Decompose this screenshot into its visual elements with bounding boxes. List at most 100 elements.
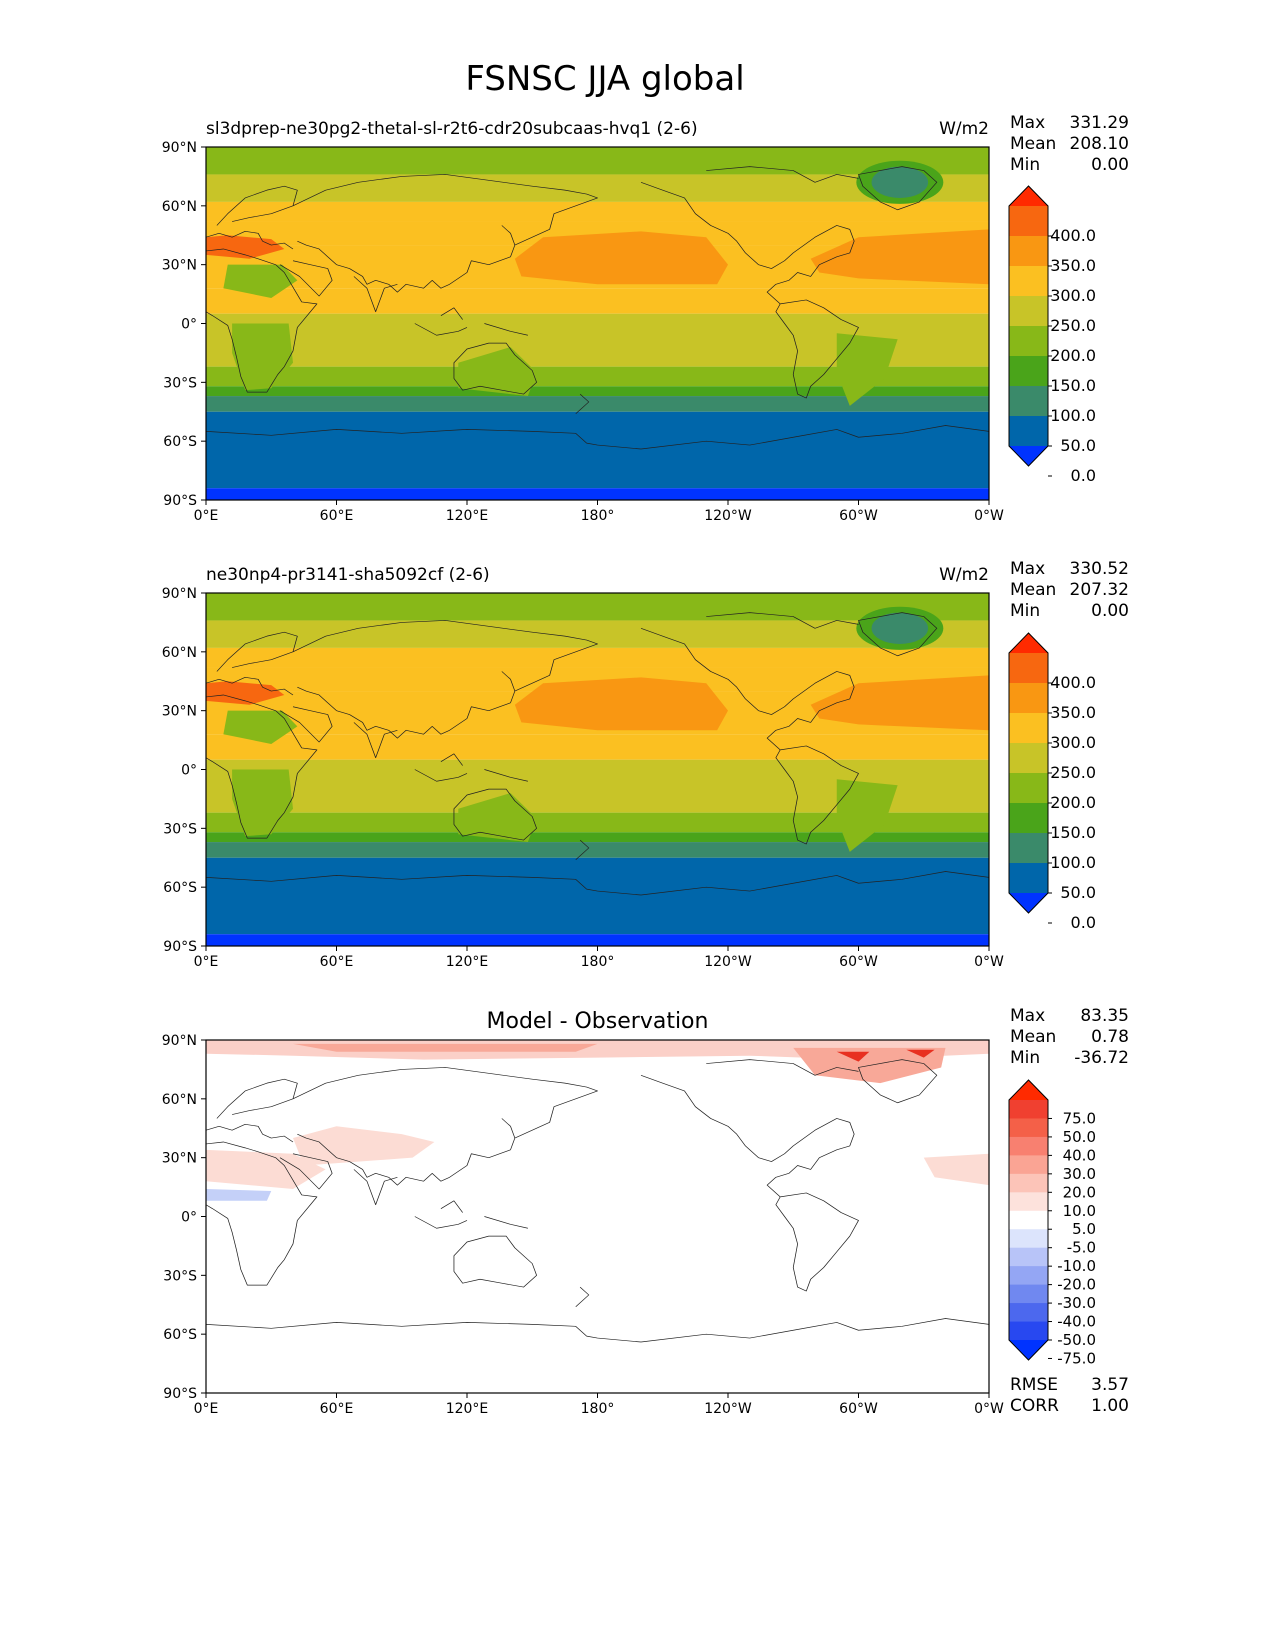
south-america-region — [836, 779, 898, 852]
y-tick-label: 30°S — [163, 375, 197, 391]
colorbar-tick-label: -10.0 — [1057, 1257, 1096, 1275]
stat-label: Max — [1010, 1006, 1045, 1026]
stat-value: 0.78 — [1091, 1027, 1129, 1047]
south-america-region — [836, 333, 898, 406]
y-tick-label: 90°S — [163, 939, 197, 955]
stat-label: Min — [1010, 1048, 1040, 1068]
colorbar-tick-label: 200.0 — [1050, 793, 1096, 812]
y-tick-label: 30°N — [162, 704, 197, 720]
colorbar-tick-label: 0.0 — [1071, 466, 1096, 485]
y-tick-label: 0° — [181, 1210, 197, 1226]
y-tick-label: 60°N — [162, 645, 197, 661]
stat-value: 83.35 — [1080, 1006, 1129, 1026]
colorbar-segment — [1009, 356, 1048, 387]
colorbar-segment — [1009, 206, 1048, 237]
colorbar-segment — [1009, 236, 1048, 267]
field-band — [206, 411, 989, 489]
field-band — [206, 396, 989, 412]
colorbar-tick-label: 10.0 — [1063, 1202, 1096, 1220]
x-tick-label: 0°E — [194, 954, 219, 970]
field-band — [206, 794, 989, 813]
sahara-anomaly-region — [206, 1149, 326, 1190]
colorbar-tick-label: 150.0 — [1050, 376, 1096, 395]
panel-title: ne30np4-pr3141-sha5092cf (2-6) — [206, 565, 490, 585]
stat-value: 330.52 — [1070, 559, 1129, 579]
rmse-value: 3.57 — [1091, 1375, 1129, 1395]
stat-label: Min — [1010, 155, 1040, 175]
asia-anomaly-region — [293, 1126, 435, 1166]
colorbar-extend-max — [1009, 186, 1048, 206]
x-tick-label: 60°W — [839, 954, 878, 970]
colorbar-tick-label: 350.0 — [1050, 703, 1096, 722]
colorbar-segment — [1009, 683, 1048, 714]
y-tick-label: 0° — [181, 317, 197, 333]
colorbar-extend-max — [1009, 1080, 1048, 1100]
greenland-ice-region — [871, 166, 929, 198]
atlantic-anomaly-region — [923, 1153, 989, 1186]
field-band — [206, 366, 989, 387]
colorbar-segment — [1009, 1192, 1048, 1212]
x-tick-label: 120°E — [446, 508, 489, 524]
colorbar-tick-label: -40.0 — [1057, 1313, 1096, 1331]
greenland-ice-region — [871, 612, 929, 644]
colorbar-segment — [1009, 1136, 1048, 1156]
mediterranean-region — [206, 681, 285, 705]
y-tick-label: 90°N — [162, 140, 197, 156]
y-tick-label: 60°N — [162, 199, 197, 215]
colorbar-tick-label: -20.0 — [1057, 1276, 1096, 1294]
sahara-region — [223, 710, 298, 745]
y-tick-label: 30°S — [163, 1268, 197, 1284]
north-pacific-high-region — [514, 231, 728, 285]
stat-label: Mean — [1010, 580, 1056, 600]
diff-background — [206, 1040, 989, 1393]
colorbar-extend-min — [1009, 1340, 1048, 1360]
colorbar-tick-label: 0.0 — [1071, 913, 1096, 932]
colorbar-segment — [1009, 743, 1048, 774]
x-tick-label: 120°W — [704, 508, 752, 524]
field-band — [206, 201, 989, 222]
stat-value: 208.10 — [1070, 134, 1129, 154]
colorbar-tick-label: -5.0 — [1067, 1239, 1096, 1257]
field-band — [206, 147, 989, 175]
x-tick-label: 60°W — [839, 508, 878, 524]
field-band — [206, 934, 989, 946]
y-tick-label: 90°S — [163, 1386, 197, 1402]
colorbar-tick-label: 350.0 — [1050, 256, 1096, 275]
colorbar-segment — [1009, 1229, 1048, 1249]
colorbar-segment — [1009, 1100, 1048, 1119]
colorbar-segment — [1009, 1210, 1048, 1230]
stat-label: Mean — [1010, 1027, 1056, 1047]
colorbar-tick-label: 40.0 — [1063, 1146, 1096, 1164]
stat-value: 0.00 — [1091, 601, 1129, 621]
colorbar-tick-label: 50.0 — [1060, 436, 1096, 455]
greenland-anomaly-peak — [906, 1049, 935, 1058]
colorbar-segment — [1009, 1155, 1048, 1175]
colorbar-segment — [1009, 1266, 1048, 1286]
north-atlantic-high-region — [810, 229, 989, 285]
colorbar-segment — [1009, 833, 1048, 864]
colorbar-segment — [1009, 713, 1048, 744]
colorbar-segment — [1009, 803, 1048, 834]
north-atlantic-high-region — [810, 675, 989, 731]
x-tick-label: 0°W — [974, 1401, 1004, 1417]
colorbar-tick-label: 100.0 — [1050, 853, 1096, 872]
x-tick-label: 180° — [581, 508, 615, 524]
stat-label: Min — [1010, 601, 1040, 621]
field-band — [206, 348, 989, 367]
y-tick-label: 90°S — [163, 493, 197, 509]
colorbar-segment — [1009, 1247, 1048, 1267]
colorbar-segment — [1009, 416, 1048, 447]
colorbar-tick-label: -30.0 — [1057, 1294, 1096, 1312]
south-africa-region — [232, 769, 293, 837]
x-tick-label: 0°W — [974, 508, 1004, 524]
y-tick-label: 60°S — [163, 1327, 197, 1343]
field-band — [206, 488, 989, 500]
y-tick-label: 30°S — [163, 821, 197, 837]
colorbar-tick-label: -50.0 — [1057, 1331, 1096, 1349]
colorbar-segment — [1009, 863, 1048, 894]
colorbar-tick-label: -75.0 — [1057, 1349, 1096, 1367]
colorbar-segment — [1009, 326, 1048, 357]
colorbar-segment — [1009, 653, 1048, 684]
stat-value: 207.32 — [1070, 580, 1129, 600]
colorbar-tick-label: 300.0 — [1050, 286, 1096, 305]
